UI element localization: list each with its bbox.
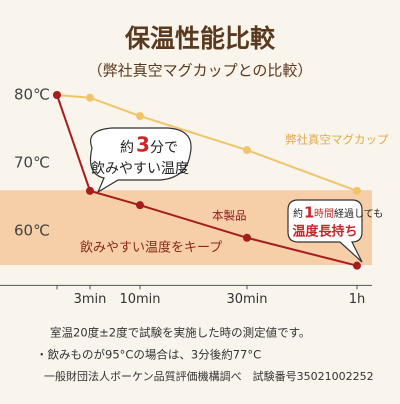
data-point	[86, 93, 94, 102]
speech-bubble	[89, 127, 192, 194]
x-tick-label: 3min	[74, 292, 107, 307]
data-point	[353, 261, 361, 270]
note: ・飲みものが95°Cの場合は、3分後約77°C	[36, 348, 261, 362]
data-point	[243, 146, 251, 155]
data-point	[136, 201, 144, 210]
callout-text: 分で	[150, 140, 178, 156]
callout-number: 3	[136, 133, 150, 157]
data-point	[53, 91, 61, 99]
data-point	[136, 112, 144, 121]
note: 室温20度±2度で試験を実施した時の測定値です。	[50, 326, 310, 340]
band-label: 飲みやすい温度をキープ	[80, 240, 222, 256]
legend-label: 本製品	[212, 209, 247, 223]
callout-1: 約 3 分で 飲みやすい温度	[89, 127, 192, 194]
callout-2: 約 1 時間 経過しても 温度長持ち	[287, 199, 383, 263]
y-tick-label: 80℃	[14, 86, 50, 104]
data-point	[86, 186, 94, 195]
data-point	[243, 233, 251, 242]
x-tick-label: 30min	[226, 292, 267, 307]
callout-text: 約	[120, 140, 134, 156]
y-tick-label: 60℃	[14, 222, 50, 240]
note: 一般財団法人ボーケン品質評価機構調べ 試験番号35021002252	[44, 369, 374, 383]
callout-text: 時間	[314, 208, 334, 220]
callout-number: 1	[304, 204, 314, 222]
data-point	[353, 186, 361, 195]
callout-text: 温度長持ち	[292, 224, 357, 240]
chart-subtitle: （弊社真空マグカップとの比較）	[88, 62, 313, 80]
chart-title: 保温性能比較	[124, 24, 276, 53]
callout-text: 経過しても	[334, 207, 383, 220]
x-tick-label: 10min	[119, 292, 160, 307]
y-tick-label: 70℃	[14, 154, 50, 172]
speech-bubble	[287, 199, 363, 263]
callout-text: 約	[293, 207, 303, 220]
x-tick-label: 1h	[349, 292, 366, 307]
callout-text: 飲みやすい温度	[91, 161, 189, 177]
legend-label: 弊社真空マグカップ	[285, 133, 389, 147]
